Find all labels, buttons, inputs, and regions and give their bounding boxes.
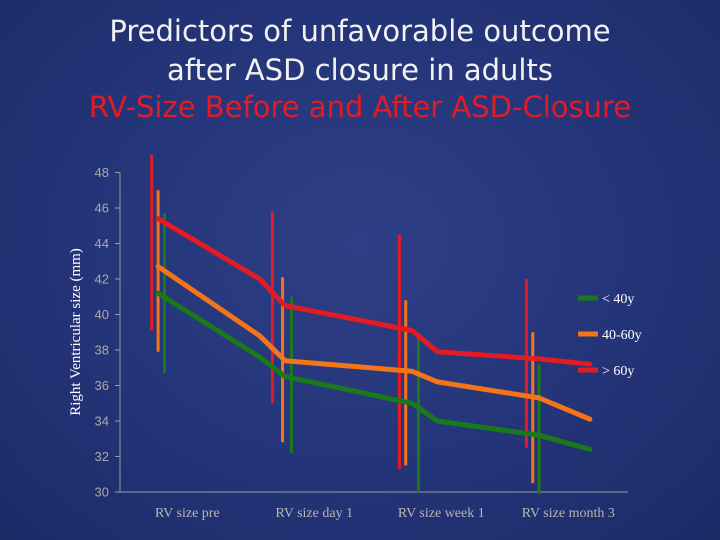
y-tick-label: 36 — [95, 378, 109, 393]
legend-label: 40-60y — [602, 328, 642, 343]
series-line — [155, 216, 593, 367]
y-tick-label: 34 — [95, 414, 109, 429]
legend-label: > 60y — [602, 364, 634, 379]
legend-label: < 40y — [602, 292, 634, 307]
series-2 — [150, 154, 528, 469]
x-category-label: RV size week 1 — [398, 506, 485, 521]
series-line — [155, 264, 593, 422]
x-category-label: RV size month 3 — [522, 506, 615, 521]
chart-title: RV-Size Before and After ASD-Closure — [88, 90, 632, 124]
title-line-2: after ASD closure in adults — [167, 53, 553, 87]
series-0 — [162, 213, 541, 494]
title-line-1: Predictors of unfavorable outcome — [109, 14, 611, 48]
y-tick-label: 44 — [95, 236, 109, 251]
x-category-label: RV size pre — [155, 506, 220, 521]
series-1 — [156, 190, 535, 484]
y-axis: 30 32 34 36 38 40 42 44 46 48 — [95, 165, 121, 500]
series-line — [155, 290, 593, 452]
y-tick-label: 42 — [95, 272, 109, 287]
y-tick-label: 48 — [95, 165, 109, 180]
y-tick-label: 38 — [95, 343, 109, 358]
y-tick-label: 46 — [95, 201, 109, 216]
series-group — [150, 154, 593, 494]
legend: < 40y 40-60y > 60y — [578, 292, 642, 379]
x-axis: RV size pre RV size day 1 RV size week 1 RV… — [120, 491, 628, 521]
y-tick-label: 30 — [95, 485, 109, 500]
x-category-label: RV size day 1 — [276, 506, 354, 521]
y-tick-label: 40 — [95, 307, 109, 322]
y-axis-label: Right Ventricular size (mm) — [68, 248, 84, 416]
y-tick-label: 32 — [95, 449, 109, 464]
